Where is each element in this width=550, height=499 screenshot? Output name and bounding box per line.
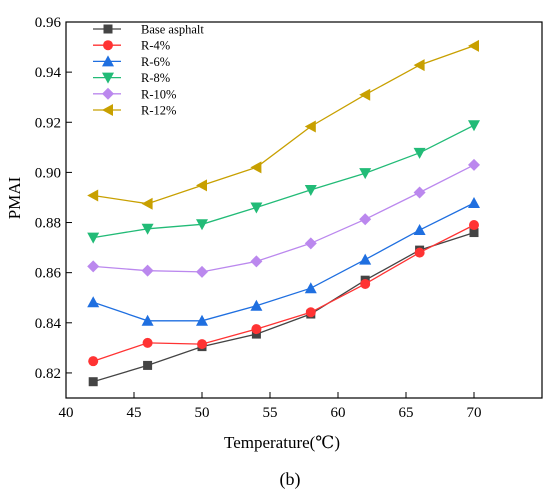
y-tick-label: 0.82 bbox=[35, 366, 61, 382]
data-point bbox=[88, 356, 99, 367]
legend-label: R-12% bbox=[141, 104, 176, 118]
x-axis-title: Temperature(℃) bbox=[224, 433, 340, 452]
legend-label: R-8% bbox=[141, 71, 170, 85]
data-point bbox=[360, 278, 371, 289]
series-line bbox=[93, 124, 475, 239]
data-point bbox=[304, 282, 317, 294]
data-point bbox=[251, 324, 262, 335]
data-point bbox=[87, 189, 99, 202]
data-point bbox=[197, 339, 207, 350]
data-point bbox=[359, 88, 371, 101]
series-line bbox=[93, 45, 475, 205]
legend-label: R-6% bbox=[141, 55, 170, 69]
data-point bbox=[469, 228, 479, 238]
x-tick-label: 70 bbox=[467, 405, 482, 421]
x-tick-label: 40 bbox=[59, 405, 74, 421]
x-tick-label: 60 bbox=[331, 405, 346, 421]
series-layer bbox=[87, 39, 480, 387]
data-point bbox=[468, 120, 480, 132]
data-point bbox=[196, 219, 208, 231]
data-point bbox=[141, 264, 154, 277]
legend: Base asphalt R-4% R-6% R-8% R-10% R-12% bbox=[93, 23, 204, 118]
y-tick-label: 0.96 bbox=[35, 15, 62, 31]
plot-border bbox=[65, 21, 543, 399]
data-point bbox=[142, 337, 153, 348]
y-tick-label: 0.94 bbox=[35, 65, 62, 81]
data-point bbox=[141, 197, 153, 210]
x-tick-label: 45 bbox=[127, 405, 142, 421]
data-point bbox=[87, 260, 100, 273]
x-tick-label: 55 bbox=[263, 405, 278, 421]
y-tick-label: 0.90 bbox=[35, 165, 61, 181]
legend-item-2: R-4% bbox=[93, 39, 170, 53]
series-line bbox=[92, 224, 475, 362]
legend-item-5: R-10% bbox=[93, 87, 176, 101]
data-point bbox=[251, 329, 261, 339]
data-point bbox=[141, 314, 154, 326]
data-point bbox=[250, 202, 263, 214]
data-point bbox=[469, 220, 479, 231]
data-point bbox=[250, 299, 263, 311]
data-point bbox=[304, 120, 316, 133]
legend-marker bbox=[102, 104, 113, 116]
data-point bbox=[196, 179, 207, 192]
legend-marker bbox=[103, 40, 113, 51]
legend-marker bbox=[102, 55, 114, 67]
data-point bbox=[413, 59, 425, 72]
legend-marker bbox=[102, 72, 114, 84]
legend-item-1: Base asphalt bbox=[93, 23, 204, 37]
data-point bbox=[413, 224, 426, 236]
data-point bbox=[359, 168, 372, 180]
data-point bbox=[305, 307, 316, 318]
data-point bbox=[87, 232, 100, 244]
series-line bbox=[92, 202, 475, 322]
data-point bbox=[250, 255, 263, 268]
series-3 bbox=[87, 196, 480, 326]
axes: 40 45 50 55 60 65 70 0.82 0.84 0.86 0.88 0.90 0.92 0.… bbox=[35, 15, 482, 421]
legend-marker bbox=[103, 24, 113, 34]
x-tick-label: 50 bbox=[195, 405, 210, 421]
y-axis-title: PMAI bbox=[5, 176, 24, 219]
data-point bbox=[413, 147, 426, 159]
legend-marker bbox=[102, 87, 114, 100]
legend-label: R-10% bbox=[141, 87, 176, 101]
data-point bbox=[359, 253, 372, 265]
series-4 bbox=[87, 120, 480, 244]
x-tick-label: 65 bbox=[399, 405, 414, 421]
legend-label: R-4% bbox=[141, 39, 170, 53]
data-point bbox=[359, 213, 372, 226]
y-tick-label: 0.88 bbox=[35, 216, 61, 232]
series-line bbox=[93, 231, 475, 383]
data-point bbox=[250, 161, 262, 174]
series-6 bbox=[87, 39, 479, 210]
legend-label: Base asphalt bbox=[141, 23, 204, 37]
y-tick-label: 0.84 bbox=[35, 316, 62, 332]
data-point bbox=[88, 377, 98, 387]
data-point bbox=[141, 223, 154, 235]
data-point bbox=[87, 296, 100, 308]
series-2 bbox=[88, 220, 479, 367]
plot-frame bbox=[65, 21, 543, 399]
data-point bbox=[414, 247, 425, 258]
data-point bbox=[304, 184, 317, 196]
data-point bbox=[468, 39, 479, 52]
y-tick-label: 0.92 bbox=[35, 115, 61, 131]
data-point bbox=[468, 196, 480, 208]
series-line bbox=[93, 164, 475, 273]
data-point bbox=[143, 360, 153, 370]
legend-item-3: R-6% bbox=[93, 55, 170, 69]
panel-label: (b) bbox=[280, 469, 301, 490]
legend-item-6: R-12% bbox=[93, 104, 176, 118]
series-5 bbox=[87, 158, 480, 278]
data-point bbox=[413, 186, 426, 199]
data-point bbox=[304, 237, 317, 250]
data-point bbox=[468, 158, 480, 171]
data-point bbox=[196, 265, 208, 278]
data-point bbox=[196, 314, 208, 326]
legend-item-4: R-8% bbox=[93, 71, 170, 85]
y-tick-label: 0.86 bbox=[35, 266, 62, 282]
